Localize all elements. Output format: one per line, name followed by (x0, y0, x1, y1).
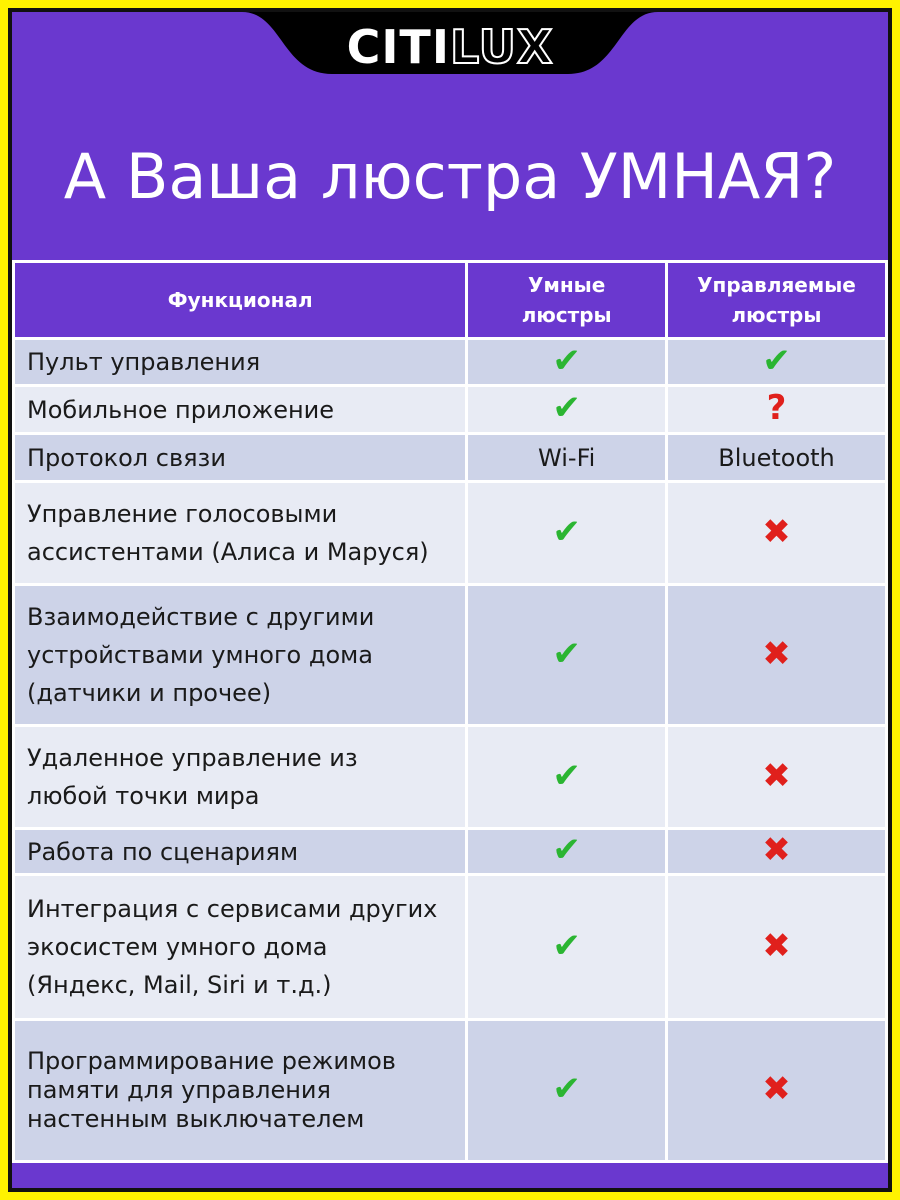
value: ✔ (552, 830, 581, 870)
table-row: Программирование режимов памяти для управ… (12, 1018, 888, 1163)
table-row: Мобильное приложение ✔? (12, 384, 888, 435)
text-line: Управление голосовыми (27, 500, 338, 528)
text-line: (Яндекс, Mail, Siri и т.д.) (27, 971, 332, 999)
value-cell: ✔ (465, 873, 668, 1021)
value: ✔ (552, 633, 581, 674)
value: ✔ (552, 388, 581, 428)
text-line: Взаимодействие с другими (27, 603, 375, 631)
feature-cell: Мобильное приложение (12, 384, 469, 435)
header-row: Функционал Умные люстры Управляемые люстры (12, 260, 888, 340)
title: А Ваша люстра УМНАЯ? (63, 140, 837, 213)
value: ✔ (552, 511, 581, 552)
text-line: Управляемые (697, 273, 856, 297)
value-cell: Bluetooth (664, 432, 888, 483)
text-line: Работа по сценариям (27, 837, 299, 866)
feature-cell: Пульт управления (12, 337, 469, 387)
header-cell: Умные люстры (465, 260, 668, 340)
value: ✖ (762, 1069, 791, 1109)
text-line: Пульт управления (27, 348, 261, 376)
text-line: люстры (521, 303, 612, 327)
logo-notch (242, 12, 658, 74)
feature-cell: Удаленное управление из любой точки мира (12, 724, 469, 830)
table-row: Управление голосовыми ассистентами (Алиса… (12, 480, 888, 586)
text-line: Программирование режимов (27, 1047, 396, 1075)
text-line: любой точки мира (27, 782, 260, 810)
value: ✖ (762, 755, 791, 796)
value-cell: ✔ (465, 583, 668, 727)
panel: CITILUX А Ваша люстра УМНАЯ? Функционал У… (8, 8, 892, 1192)
value-cell: ✖ (664, 480, 888, 586)
value: ✖ (762, 830, 791, 870)
value: ✖ (762, 633, 791, 674)
text-line: устройствами умного дома (27, 641, 373, 669)
text-line: Удаленное управление из (27, 744, 358, 772)
value-cell: ✖ (664, 583, 888, 727)
feature-cell: Работа по сценариям (12, 827, 469, 876)
value: ✖ (762, 511, 791, 552)
value-cell: ✔ (465, 724, 668, 830)
value-cell: ✖ (664, 873, 888, 1021)
feature-cell: Интеграция с сервисами других экосистем у… (12, 873, 469, 1021)
logo: CITILUX (12, 19, 888, 75)
value-cell: ✖ (664, 827, 888, 876)
value: ✔ (552, 755, 581, 796)
value-cell: ✔ (465, 337, 668, 387)
header-cell: Управляемые люстры (664, 260, 888, 340)
text-line: настенным выключателем (27, 1105, 365, 1133)
table-row: Протокол связи Wi-Fi Bluetooth (12, 432, 888, 483)
value-cell: ✖ (664, 1018, 888, 1163)
header-cell: Функционал (12, 260, 469, 340)
feature-cell: Взаимодействие с другими устройствами умн… (12, 583, 469, 727)
value-cell: ✖ (664, 724, 888, 830)
table-row: Удаленное управление из любой точки мира ✔… (12, 724, 888, 830)
value-cell: ✔ (664, 337, 888, 387)
value: ✖ (762, 925, 791, 966)
value-cell: ✔ (465, 480, 668, 586)
text-line: Интеграция с сервисами других (27, 895, 438, 923)
value: Wi-Fi (538, 443, 596, 472)
table-row: Взаимодействие с другими устройствами умн… (12, 583, 888, 727)
value: ✔ (762, 340, 791, 381)
feature-cell: Управление голосовыми ассистентами (Алиса… (12, 480, 469, 586)
text-line: ассистентами (Алиса и Маруся) (27, 538, 429, 566)
value: ? (766, 388, 787, 428)
text-line: Мобильное приложение (27, 395, 335, 424)
table-row: Интеграция с сервисами других экосистем у… (12, 873, 888, 1021)
value: ✔ (552, 1069, 581, 1109)
text-line: люстры (731, 303, 822, 327)
table-row: Пульт управления ✔ ✔ (12, 337, 888, 387)
text-line: памяти для управления (27, 1076, 331, 1104)
text-line: Протокол связи (27, 443, 226, 472)
text-line: (датчики и прочее) (27, 679, 272, 707)
feature-cell: Протокол связи (12, 432, 469, 483)
value: Bluetooth (718, 443, 835, 472)
value-cell: ? (664, 384, 888, 435)
comparison-table: Функционал Умные люстры Управляемые люстры Пу… (12, 260, 888, 1163)
value-cell: ✔ (465, 827, 668, 876)
value-cell: ✔ (465, 384, 668, 435)
value-cell: Wi-Fi (465, 432, 668, 483)
text-line: экосистем умного дома (27, 933, 328, 961)
value: ✔ (552, 340, 581, 381)
value-cell: ✔ (465, 1018, 668, 1163)
value: ✔ (552, 925, 581, 966)
logo-outline: LUX (449, 19, 554, 75)
feature-cell: Программирование режимов памяти для управ… (12, 1018, 469, 1163)
text-line: Функционал (167, 288, 313, 312)
text-line: Умные (528, 273, 606, 297)
table-row: Работа по сценариям ✔ ✖ (12, 827, 888, 876)
logo-bold: CITI (346, 20, 450, 74)
